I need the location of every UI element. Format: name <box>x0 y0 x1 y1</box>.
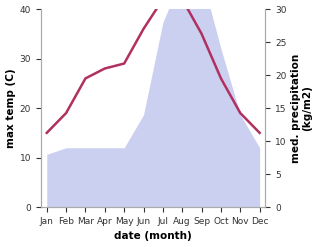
Y-axis label: med. precipitation
(kg/m2): med. precipitation (kg/m2) <box>291 54 313 163</box>
Y-axis label: max temp (C): max temp (C) <box>5 68 16 148</box>
X-axis label: date (month): date (month) <box>114 231 192 242</box>
